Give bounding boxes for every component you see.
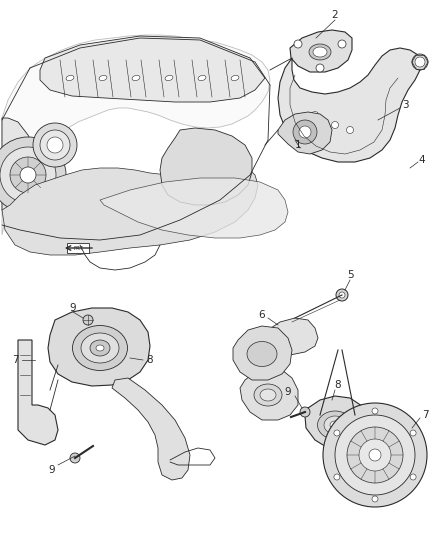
Circle shape	[70, 453, 80, 463]
Circle shape	[323, 403, 427, 507]
Text: 9: 9	[70, 303, 76, 313]
Ellipse shape	[165, 75, 173, 80]
Polygon shape	[2, 165, 258, 255]
Circle shape	[372, 408, 378, 414]
Text: 8: 8	[335, 380, 341, 390]
Ellipse shape	[198, 75, 206, 80]
Polygon shape	[263, 318, 318, 355]
Text: 2: 2	[332, 10, 338, 20]
Circle shape	[300, 407, 310, 417]
Ellipse shape	[132, 75, 140, 80]
Polygon shape	[240, 368, 298, 420]
Ellipse shape	[66, 75, 74, 80]
Polygon shape	[18, 340, 58, 445]
Circle shape	[311, 111, 318, 118]
Ellipse shape	[73, 326, 127, 370]
Ellipse shape	[318, 411, 353, 439]
Circle shape	[316, 64, 324, 72]
Ellipse shape	[254, 384, 282, 406]
Circle shape	[334, 474, 340, 480]
Text: 5: 5	[347, 270, 353, 280]
Circle shape	[336, 289, 348, 301]
Ellipse shape	[81, 333, 119, 363]
Ellipse shape	[96, 345, 104, 351]
Circle shape	[369, 449, 381, 461]
Ellipse shape	[90, 340, 110, 356]
Polygon shape	[290, 30, 352, 72]
Polygon shape	[2, 35, 270, 235]
Bar	[67, 243, 89, 253]
Circle shape	[40, 130, 70, 160]
Circle shape	[0, 147, 56, 203]
Circle shape	[20, 167, 36, 183]
Circle shape	[339, 292, 345, 298]
Circle shape	[334, 430, 340, 436]
Circle shape	[410, 474, 416, 480]
Circle shape	[410, 430, 416, 436]
Circle shape	[372, 496, 378, 502]
Circle shape	[338, 40, 346, 48]
Circle shape	[299, 126, 311, 138]
Polygon shape	[160, 128, 252, 205]
Circle shape	[293, 120, 317, 144]
Polygon shape	[278, 112, 332, 154]
Polygon shape	[278, 48, 422, 162]
Text: 7: 7	[12, 355, 18, 365]
Text: FRT: FRT	[73, 246, 83, 251]
Ellipse shape	[247, 342, 277, 367]
Ellipse shape	[99, 75, 107, 80]
Text: 3: 3	[402, 100, 408, 110]
Polygon shape	[2, 118, 55, 228]
Text: 1: 1	[295, 140, 301, 150]
Polygon shape	[100, 178, 288, 238]
Circle shape	[359, 439, 391, 471]
Polygon shape	[40, 36, 265, 102]
Circle shape	[83, 315, 93, 325]
Circle shape	[346, 126, 353, 133]
Circle shape	[294, 40, 302, 48]
Polygon shape	[48, 308, 150, 386]
Text: 8: 8	[147, 355, 153, 365]
Circle shape	[33, 123, 77, 167]
Circle shape	[415, 57, 425, 67]
Ellipse shape	[324, 416, 346, 434]
Circle shape	[47, 137, 63, 153]
Text: 9: 9	[285, 387, 291, 397]
Ellipse shape	[309, 44, 331, 60]
Circle shape	[412, 54, 428, 70]
Polygon shape	[112, 378, 190, 480]
Ellipse shape	[231, 75, 239, 80]
Ellipse shape	[330, 421, 340, 429]
Text: 7: 7	[422, 410, 428, 420]
Circle shape	[0, 137, 66, 213]
Circle shape	[335, 415, 415, 495]
Text: 4: 4	[419, 155, 425, 165]
Text: 6: 6	[259, 310, 265, 320]
Circle shape	[332, 122, 339, 128]
Circle shape	[10, 157, 46, 193]
Ellipse shape	[313, 47, 327, 57]
Polygon shape	[305, 396, 368, 448]
Circle shape	[347, 427, 403, 483]
Ellipse shape	[260, 389, 276, 401]
Text: 9: 9	[49, 465, 55, 475]
Polygon shape	[233, 326, 292, 380]
